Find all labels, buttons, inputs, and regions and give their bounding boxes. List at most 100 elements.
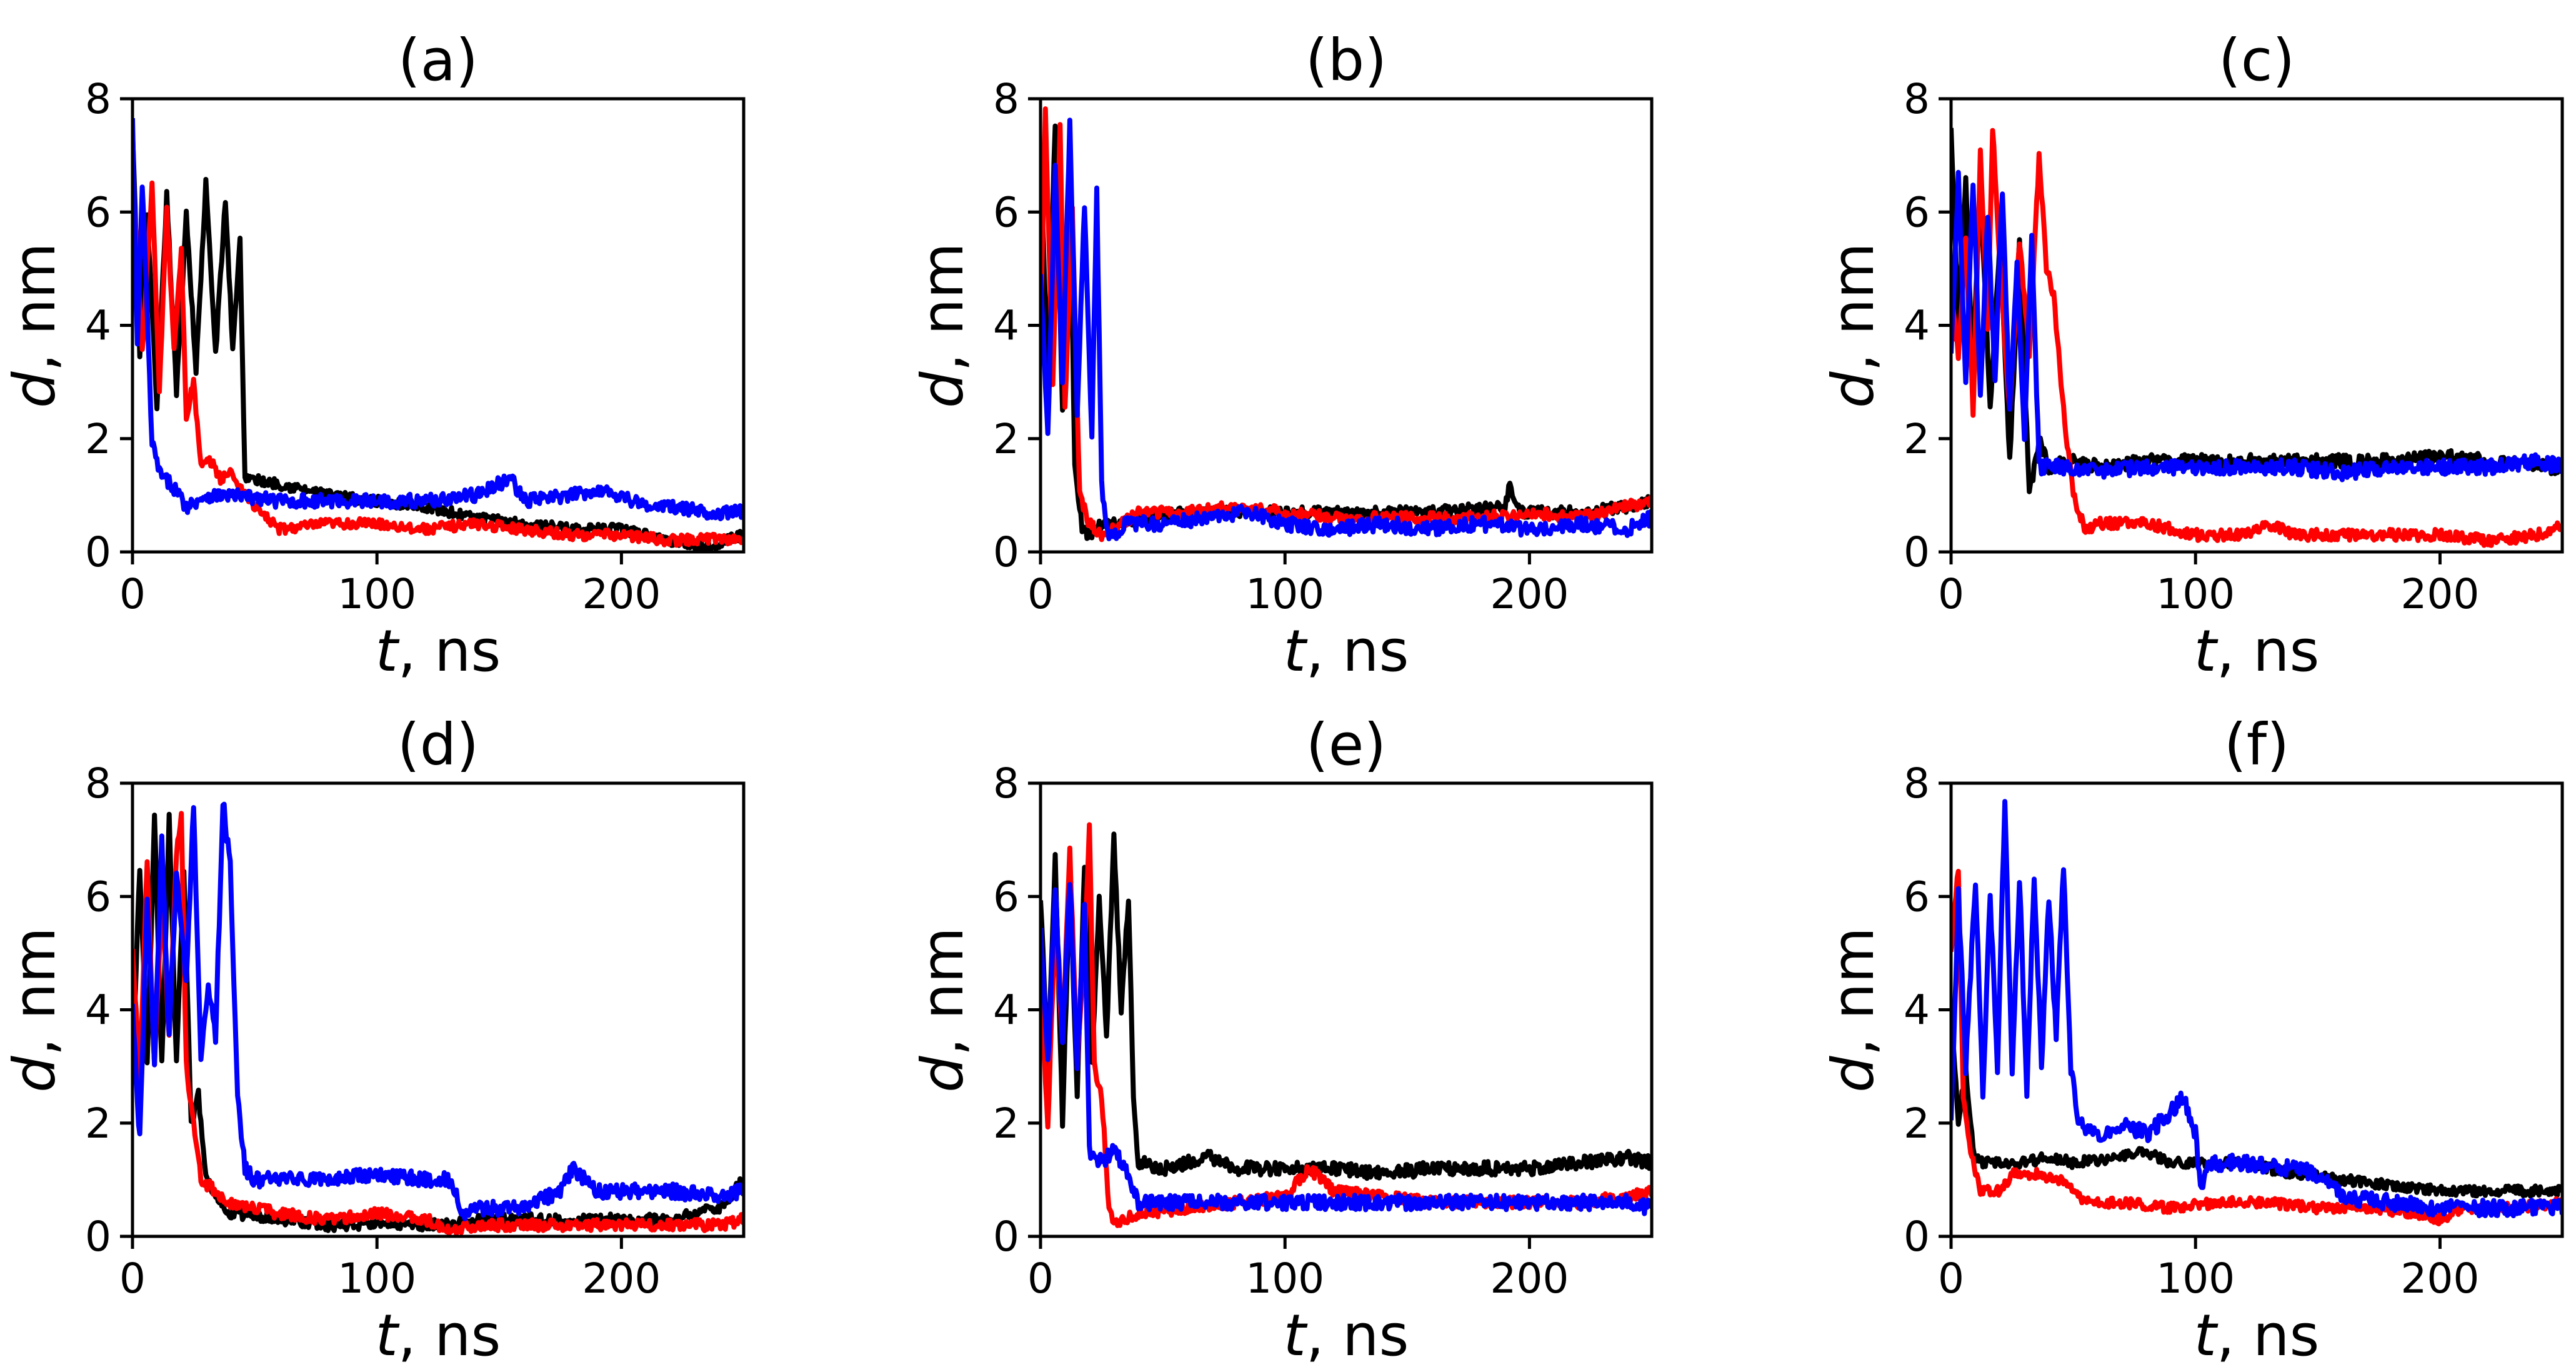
chart-panel-1: 0 100 200 0 2 4 6 8 (a) t, ns d, nm — [1, 27, 746, 684]
series-line-blue — [1041, 118, 1652, 541]
panel-title: (b) — [1305, 27, 1387, 94]
x-tick-label: 0 — [1027, 1254, 1054, 1303]
y-axis-label-unit: , nm — [909, 243, 976, 371]
x-axis-label-unit: , ns — [1306, 618, 1409, 684]
chart-panel-3: 0 100 200 0 2 4 6 8 (c) t, ns d, nm — [1820, 27, 2564, 684]
y-axis-label-variable: d — [1, 1056, 68, 1093]
series-line-black — [1041, 123, 1652, 541]
chart-panel-5: 0 100 200 0 2 4 6 8 (e) t, ns d, nm — [909, 711, 1654, 1369]
y-tick-label: 2 — [1904, 415, 1930, 463]
y-tick-label: 2 — [85, 415, 111, 463]
x-tick-label: 0 — [1938, 1254, 1964, 1303]
x-axis-label-unit: , ns — [2217, 618, 2320, 684]
y-tick-label: 4 — [85, 302, 111, 350]
y-tick-label: 4 — [1904, 986, 1930, 1034]
x-axis-label-unit: , ns — [398, 618, 501, 684]
trace-group — [1951, 128, 2562, 548]
chart-panel-4: 0 100 200 0 2 4 6 8 (d) t, ns d, nm — [1, 711, 746, 1369]
y-tick-label: 0 — [85, 1213, 111, 1261]
x-axis-label: t, ns — [1284, 618, 1409, 684]
series-line-red — [1951, 128, 2562, 548]
trace-group — [132, 118, 744, 552]
x-axis-label-unit: , ns — [2217, 1302, 2320, 1369]
x-tick-label: 100 — [337, 570, 416, 618]
y-axis-label-variable: d — [909, 1056, 976, 1093]
y-tick-label: 0 — [993, 528, 1019, 576]
series-line-black — [132, 811, 744, 1233]
x-tick-label: 0 — [1938, 570, 1964, 618]
y-tick-label: 8 — [993, 75, 1019, 123]
y-tick-label: 0 — [993, 1213, 1019, 1261]
chart-panel-2: 0 100 200 0 2 4 6 8 (b) t, ns d, nm — [909, 27, 1654, 684]
x-axis-label: t, ns — [376, 618, 501, 684]
series-line-blue — [1951, 169, 2562, 483]
y-axis-label: d, nm — [1820, 243, 1887, 408]
y-tick-label: 6 — [993, 873, 1019, 921]
y-tick-label: 6 — [85, 188, 111, 236]
series-line-blue — [1041, 882, 1652, 1216]
y-axis-label-unit: , nm — [1, 927, 68, 1056]
panel-title: (d) — [397, 711, 479, 778]
y-tick-label: 2 — [993, 415, 1019, 463]
y-tick-label: 0 — [1904, 528, 1930, 576]
axes-frame — [1039, 97, 1654, 554]
panel-title: (f) — [2224, 711, 2289, 778]
x-tick-label: 200 — [582, 1254, 661, 1303]
y-axis-label-variable: d — [1, 371, 68, 408]
y-axis-label: d, nm — [909, 927, 976, 1093]
x-axis-label-unit: , ns — [1306, 1302, 1409, 1369]
y-tick-label: 2 — [1904, 1099, 1930, 1148]
y-tick-label: 8 — [1904, 759, 1930, 808]
x-axis-label-variable: t — [2194, 618, 2219, 684]
x-axis-label-variable: t — [1284, 1302, 1308, 1369]
series-line-red — [1041, 106, 1652, 543]
series-line-red — [132, 811, 744, 1236]
y-axis-label: d, nm — [1, 927, 68, 1093]
y-tick-label: 4 — [85, 986, 111, 1034]
x-axis-label: t, ns — [1284, 1302, 1409, 1369]
x-axis-label: t, ns — [2194, 1302, 2320, 1369]
x-axis-label-unit: , ns — [398, 1302, 501, 1369]
x-tick-label: 200 — [2400, 570, 2479, 618]
series-line-blue — [132, 118, 744, 521]
y-tick-label: 4 — [993, 302, 1019, 350]
x-axis-label: t, ns — [376, 1302, 501, 1369]
y-tick-label: 2 — [85, 1099, 111, 1148]
trace-group — [1951, 799, 2562, 1226]
y-axis-label: d, nm — [909, 243, 976, 408]
x-axis-label-variable: t — [1284, 618, 1308, 684]
x-tick-label: 200 — [2400, 1254, 2479, 1303]
y-tick-label: 4 — [1904, 302, 1930, 350]
series-line-red — [1951, 869, 2562, 1226]
panel-title: (e) — [1306, 711, 1386, 778]
panel-title: (c) — [2219, 27, 2295, 94]
y-tick-label: 6 — [85, 873, 111, 921]
y-axis-label-unit: , nm — [1, 243, 68, 371]
trace-group — [132, 801, 744, 1236]
y-tick-label: 0 — [85, 528, 111, 576]
x-tick-label: 0 — [119, 1254, 146, 1303]
y-axis-label-unit: , nm — [1820, 927, 1887, 1056]
axes-frame — [131, 97, 746, 554]
x-tick-label: 100 — [1246, 570, 1324, 618]
chart-panel-6: 0 100 200 0 2 4 6 8 (f) t, ns d, nm — [1820, 711, 2564, 1369]
y-axis-label: d, nm — [1, 243, 68, 408]
trace-group — [1041, 106, 1652, 543]
axes-frame — [1949, 97, 2564, 554]
y-axis-label: d, nm — [1820, 927, 1887, 1093]
x-tick-label: 100 — [2156, 1254, 2235, 1303]
y-tick-label: 8 — [993, 759, 1019, 808]
y-tick-label: 4 — [993, 986, 1019, 1034]
y-tick-label: 2 — [993, 1099, 1019, 1148]
x-tick-label: 200 — [1490, 570, 1569, 618]
x-axis-label: t, ns — [2194, 618, 2320, 684]
panel-title: (a) — [398, 27, 478, 94]
series-line-black — [132, 131, 744, 552]
x-axis-label-variable: t — [2194, 1302, 2219, 1369]
x-tick-label: 100 — [1246, 1254, 1324, 1303]
y-tick-label: 6 — [1904, 188, 1930, 236]
x-tick-label: 200 — [582, 570, 661, 618]
axes-frame — [131, 781, 746, 1238]
y-tick-label: 0 — [1904, 1213, 1930, 1261]
y-axis-label-variable: d — [909, 371, 976, 408]
